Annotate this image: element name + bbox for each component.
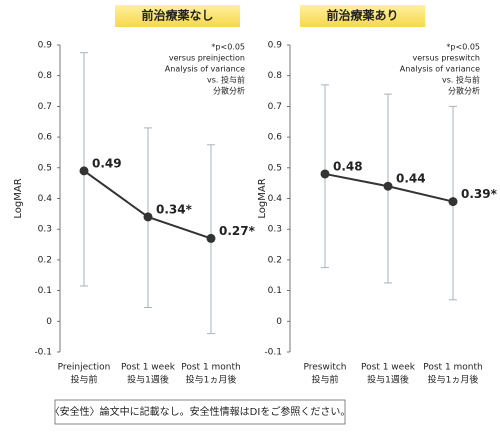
- y-tick-label: 0.5: [38, 163, 52, 173]
- marker: [383, 181, 393, 191]
- y-tick-label: 0.2: [268, 255, 282, 265]
- annotation: 分散分析: [213, 86, 245, 96]
- y-tick-label: 0.3: [38, 225, 52, 235]
- x-tick-label: Preswitch: [303, 363, 346, 373]
- x-tick-label-ja: 投与1週後: [127, 374, 169, 386]
- annotation: Analysis of variance: [165, 65, 245, 74]
- annotation: 分散分析: [448, 86, 480, 96]
- y-tick-label: 0.9: [38, 41, 53, 51]
- y-axis-label: LogMAR: [13, 178, 24, 218]
- y-tick-label: 0.1: [268, 286, 282, 296]
- x-tick-label-ja: 投与1ヵ月後: [428, 374, 479, 386]
- annotation: versus preinjection: [169, 54, 245, 63]
- footnote-box: [54, 399, 346, 425]
- value-label: 0.27*: [219, 224, 256, 238]
- title-box: [115, 5, 240, 27]
- marker: [448, 197, 458, 207]
- marker: [320, 169, 330, 179]
- y-tick-label: -0.1: [264, 348, 282, 358]
- annotation: vs. 投与前: [442, 75, 480, 85]
- y-tick-label: 0.6: [268, 133, 283, 143]
- x-tick-label: Post 1 month: [423, 363, 483, 373]
- y-tick-label: 0.2: [38, 255, 52, 265]
- y-tick-label: 0.8: [268, 71, 283, 81]
- x-tick-label-ja: 投与前: [311, 374, 338, 386]
- y-tick-label: 0.1: [38, 286, 52, 296]
- footnote: 〈安全性〉論文中に記載なし。安全性情報はDIをご参照ください。: [50, 405, 351, 418]
- value-label: 0.48: [333, 159, 363, 173]
- x-tick-label-ja: 投与前: [70, 374, 97, 386]
- panel-title: 前治療薬あり: [326, 8, 398, 23]
- x-tick-label: Post 1 week: [361, 363, 416, 373]
- annotation: vs. 投与前: [207, 75, 245, 85]
- title-box: [300, 5, 425, 27]
- annotation: *p<0.05: [211, 43, 245, 52]
- value-label: 0.44: [396, 172, 426, 186]
- y-tick-label: -0.1: [34, 348, 52, 358]
- x-tick-label-ja: 投与1週後: [367, 374, 409, 386]
- y-tick-label: 0.4: [268, 194, 283, 204]
- value-label: 0.34*: [156, 202, 193, 216]
- y-tick-label: 0.8: [38, 71, 53, 81]
- y-tick-label: 0.9: [268, 41, 283, 51]
- y-tick-label: 0.3: [268, 225, 282, 235]
- annotation: versus preswitch: [412, 54, 480, 63]
- y-tick-label: 0.7: [268, 102, 282, 112]
- x-tick-label: Preinjection: [58, 363, 111, 373]
- y-axis-label: LogMAR: [257, 178, 268, 218]
- value-label: 0.49: [92, 156, 122, 170]
- marker: [206, 233, 216, 243]
- marker: [143, 212, 153, 222]
- y-tick-label: 0: [276, 317, 282, 327]
- y-tick-label: 0.7: [38, 102, 52, 112]
- x-tick-label: Post 1 week: [121, 363, 176, 373]
- value-label: 0.39*: [461, 187, 498, 201]
- y-tick-label: 0.5: [268, 163, 282, 173]
- annotation: Analysis of variance: [400, 65, 480, 74]
- y-tick-label: 0.4: [38, 194, 53, 204]
- y-tick-label: 0: [46, 317, 52, 327]
- x-tick-label-ja: 投与1ヵ月後: [186, 374, 237, 386]
- annotation: *p<0.05: [446, 43, 480, 52]
- x-tick-label: Post 1 month: [181, 363, 241, 373]
- marker: [79, 166, 89, 176]
- y-tick-label: 0.6: [38, 133, 53, 143]
- panel-title: 前治療薬なし: [141, 8, 213, 23]
